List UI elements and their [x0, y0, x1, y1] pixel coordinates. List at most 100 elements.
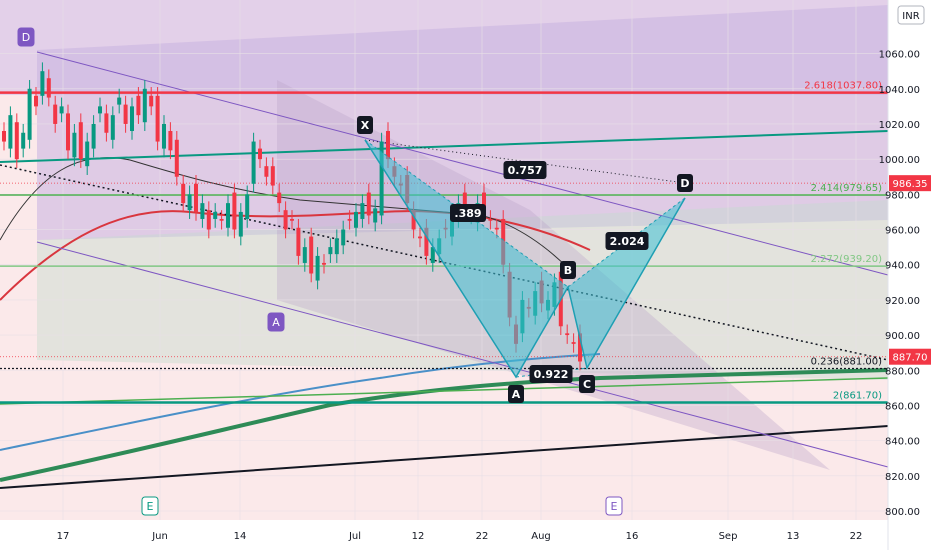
candle-body: [571, 342, 576, 344]
candle-body: [565, 333, 570, 336]
candle-body: [347, 218, 352, 221]
candle-body: [66, 113, 70, 151]
y-tick-label: 980.00: [885, 190, 920, 201]
candle-body: [200, 203, 205, 219]
y-tick-label: 1020.00: [879, 120, 920, 131]
price-tag: [889, 175, 931, 192]
channel-upper-line: [36, 51, 889, 276]
candle-body: [123, 104, 128, 124]
pattern-ratio-label-box: [503, 161, 547, 179]
candle-body: [162, 123, 166, 149]
swing-label-box: [605, 496, 623, 516]
candle-body: [488, 218, 493, 221]
x-tick-label: Aug: [531, 531, 551, 542]
time-axis[interactable]: [0, 520, 888, 550]
fib-level-label: 2.414(979.65): [811, 183, 883, 194]
candle-body: [238, 211, 243, 237]
x-tick-label: 22: [476, 531, 489, 542]
x-tick-label: Jul: [348, 531, 361, 542]
pattern-point-label: B: [564, 264, 572, 277]
dotted-trendline: [0, 164, 889, 361]
price-tag-label: 887.70: [893, 353, 928, 364]
price-tags: 986.35 887.70: [889, 175, 931, 365]
candle-body: [328, 247, 333, 255]
pattern-labels: X A B C D 0.757 .389 0.922 2.024 D A E E: [17, 27, 693, 516]
candle-body: [130, 106, 134, 131]
swing-label: E: [611, 500, 618, 513]
pattern-ratio-label-box: [450, 204, 486, 222]
candle-body: [360, 203, 365, 219]
candle-body: [245, 194, 250, 219]
candle-body: [34, 95, 38, 107]
y-axis-labels: 1060.00 1040.00 1020.00 1000.00 980.00 960.00…: [879, 50, 920, 518]
y-tick-label: 860.00: [885, 401, 920, 412]
pattern-point-label: A: [512, 388, 521, 401]
pattern-point-label-box: [677, 174, 693, 192]
fib-level-label: 0.236(881.00): [811, 357, 883, 368]
candle-body: [264, 166, 269, 177]
candle-body: [2, 131, 6, 142]
ma-50-line: [0, 210, 591, 301]
candle-body: [411, 210, 416, 230]
xab-triangle: [365, 140, 568, 377]
price-axis[interactable]: [888, 0, 932, 550]
y-tick-label: 960.00: [885, 226, 920, 237]
green-trendline: [0, 377, 889, 405]
y-tick-label: 900.00: [885, 331, 920, 342]
y-tick-label: 800.00: [885, 507, 920, 518]
candle-body: [206, 210, 211, 230]
candle-body: [59, 106, 64, 114]
x-tick-label: Jun: [151, 531, 168, 542]
candle-body: [373, 208, 378, 223]
candle-body: [155, 95, 160, 142]
candle-body: [277, 192, 282, 204]
swing-label: A: [272, 316, 280, 329]
candle-body: [219, 218, 224, 221]
candle-body: [181, 183, 186, 204]
candle-body: [270, 166, 275, 186]
currency-label: INR: [902, 11, 919, 22]
candle-body: [354, 211, 358, 228]
x-tick-label: 14: [234, 531, 247, 542]
y-tick-label: 920.00: [885, 296, 920, 307]
candle-body: [296, 227, 301, 256]
candle-body: [430, 247, 435, 263]
price-tag: [889, 348, 931, 365]
candle-body: [213, 211, 218, 219]
fib-level-label: 2.618(1037.80): [804, 81, 882, 92]
x-tick-label: 12: [412, 531, 425, 542]
candle-body: [341, 229, 346, 246]
candle-body: [194, 183, 198, 212]
candle-body: [334, 238, 339, 255]
candle-body: [302, 247, 307, 263]
swing-label-box: [17, 27, 35, 47]
pattern-point-label-box: [560, 261, 576, 279]
teal-trendline: [0, 130, 889, 163]
x-axis-labels: 17 Jun 14 Jul 12 22 Aug 16 Sep 13 22: [57, 531, 863, 542]
bcd-triangle: [568, 198, 685, 368]
swing-label-box: [267, 312, 285, 332]
candle-body: [117, 97, 122, 105]
candle-body: [53, 104, 58, 124]
price-tag-label: 986.35: [893, 179, 928, 190]
x-tick-label: 22: [850, 531, 863, 542]
x-tick-label: 13: [787, 531, 800, 542]
pattern-point-label-box: [357, 116, 373, 134]
harmonic-pattern[interactable]: [364, 139, 686, 379]
y-tick-label: 940.00: [885, 261, 920, 272]
ma-200-line: [0, 368, 889, 482]
candle-body: [315, 255, 320, 281]
pattern-point-label: X: [361, 119, 370, 132]
candle-body: [21, 132, 26, 149]
fib-level-label: 2(861.70): [833, 390, 882, 401]
pattern-point-label: C: [583, 378, 591, 391]
pattern-point-label-box: [508, 385, 524, 403]
fib-levels[interactable]: 2.618(1037.80) 2.414(979.65) 2.272(939.20)…: [0, 81, 888, 404]
candle-body: [578, 333, 582, 362]
candle-body: [290, 218, 294, 221]
currency-badge[interactable]: [897, 5, 925, 25]
candle-body: [168, 131, 173, 151]
y-tick-label: 1000.00: [879, 155, 920, 166]
